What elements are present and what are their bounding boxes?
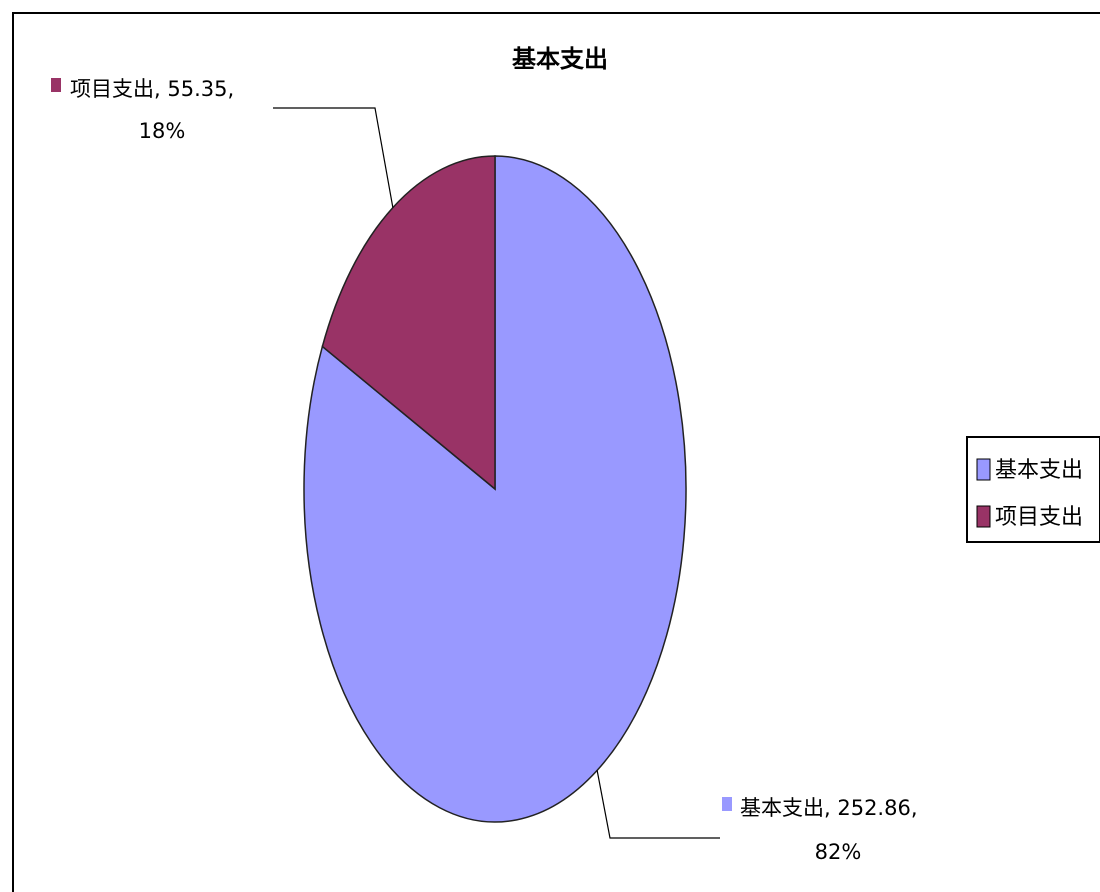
legend-label-xiangmu: 项目支出: [995, 505, 1083, 530]
chart-title: 基本支出: [512, 45, 608, 73]
data-label-xiangmu-percent: 18%: [139, 119, 186, 143]
data-label-xiangmu-line1: 项目支出, 55.35,: [70, 77, 234, 101]
data-label-jiben-percent: 82%: [815, 840, 862, 864]
leader-lines: [273, 107, 720, 839]
leader-line-xiangmu: [273, 107, 394, 208]
pie-slices: [303, 155, 687, 823]
legend-box: [966, 436, 1100, 543]
leader-line-jiben: [596, 770, 720, 839]
pie-slice-xiangmu: [321, 155, 496, 491]
legend: 基本支出 项目支出: [966, 436, 1100, 543]
data-label-xiangmu: 项目支出, 55.35, 18%: [51, 77, 234, 143]
legend-label-jiben: 基本支出: [995, 458, 1083, 483]
data-label-jiben-line1: 基本支出, 252.86,: [740, 796, 918, 820]
data-label-jiben: 基本支出, 252.86, 82%: [722, 796, 918, 864]
data-label-swatch-xiangmu: [51, 78, 61, 92]
data-label-swatch-jiben: [722, 797, 732, 811]
legend-swatch-jiben: [976, 458, 991, 481]
legend-swatch-xiangmu: [976, 505, 991, 528]
